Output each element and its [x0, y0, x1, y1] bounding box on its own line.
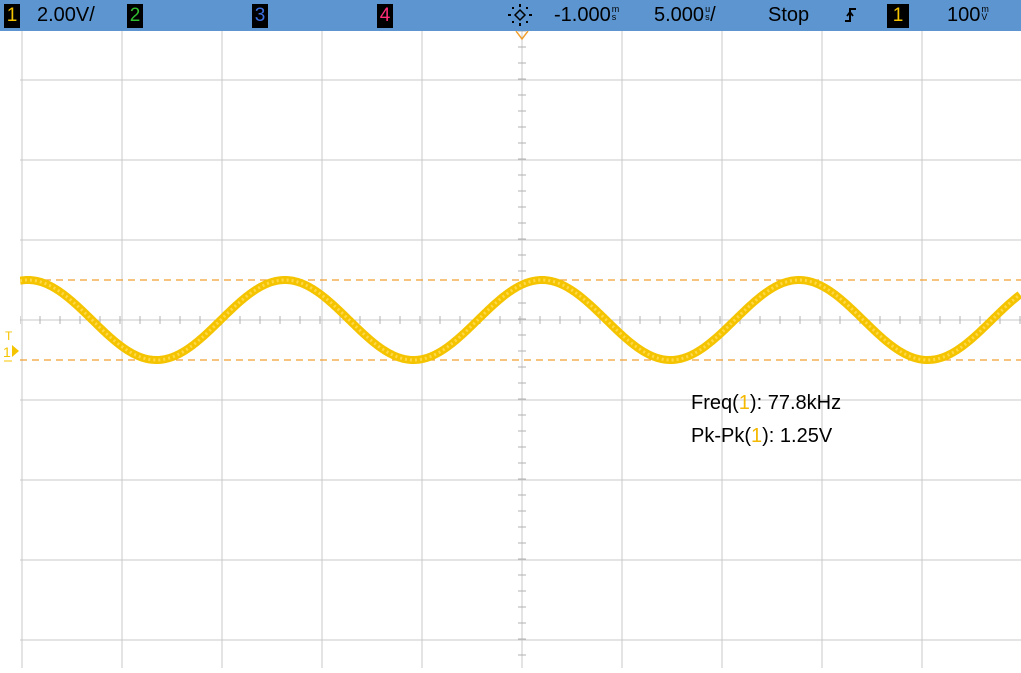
- ch4-button[interactable]: 4: [377, 4, 393, 28]
- trigger-level-marker: T: [5, 329, 13, 343]
- ch1-waveform-noise: [20, 278, 1021, 362]
- trigger-level-value: 100: [947, 4, 981, 26]
- run-state[interactable]: Stop: [768, 4, 810, 26]
- trigger-source-button[interactable]: 1: [887, 4, 909, 28]
- time-offset[interactable]: -1.000m s: [554, 3, 619, 27]
- waveform-display[interactable]: [20, 31, 1021, 668]
- freq-channel: 1: [738, 392, 750, 414]
- pkpk-value: 1.25V: [779, 425, 833, 447]
- freq-label: Freq(: [691, 392, 739, 414]
- trigger-position-icon[interactable]: [505, 2, 535, 34]
- scope-graticule: [20, 31, 1021, 668]
- freq-measurement: Freq(1): 77.8kHz: [691, 392, 841, 415]
- ch1-ground-marker: 1: [3, 344, 11, 360]
- timebase-value: 5.000: [654, 4, 705, 26]
- pkpk-channel: 1: [751, 425, 763, 447]
- ch1-scale[interactable]: 2.00V/: [37, 4, 95, 26]
- time-offset-value: -1.000: [554, 4, 611, 26]
- freq-suffix: ):: [749, 392, 763, 414]
- status-bar: 1 2.00V/ 2 3 4 -1.000m s 5.000u s/ Stop: [0, 0, 1021, 31]
- pkpk-suffix: ):: [762, 425, 775, 447]
- ch3-button[interactable]: 3: [252, 4, 268, 28]
- trigger-level[interactable]: 100m V: [947, 3, 989, 27]
- trigger-time-marker: [515, 31, 529, 41]
- freq-value: 77.8kHz: [767, 392, 842, 414]
- ch1-button[interactable]: 1: [4, 4, 20, 28]
- ch2-button[interactable]: 2: [127, 4, 143, 28]
- left-marker-strip: T 1: [0, 31, 20, 668]
- pkpk-label: Pk-Pk(: [691, 425, 751, 447]
- timebase[interactable]: 5.000u s/: [654, 3, 716, 27]
- rising-edge-icon[interactable]: [843, 4, 859, 32]
- pkpk-measurement: Pk-Pk(1): 1.25V: [691, 425, 832, 448]
- timebase-slash: /: [710, 4, 716, 26]
